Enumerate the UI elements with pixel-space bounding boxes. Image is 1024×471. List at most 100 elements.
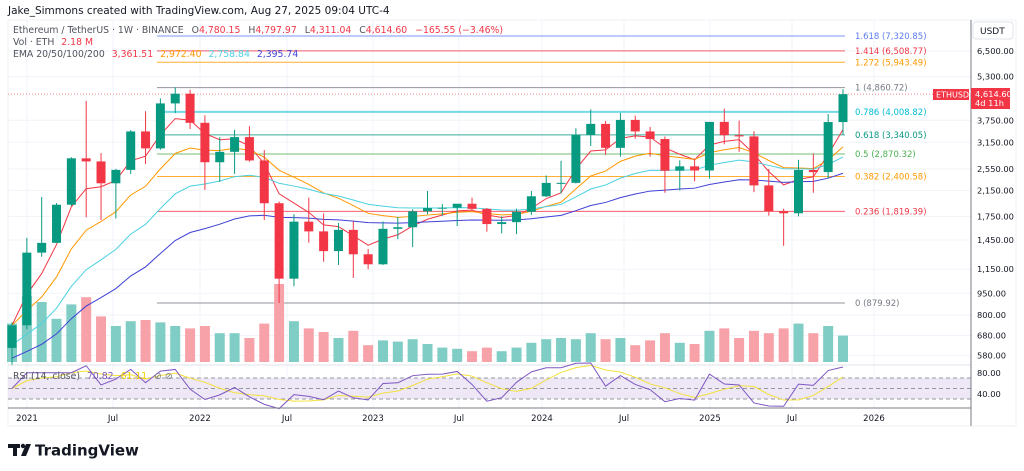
candle-body: [22, 252, 32, 326]
ema200-value: 2,395.74: [257, 49, 298, 60]
candle: [586, 109, 596, 146]
candle-body: [37, 242, 47, 253]
fib-level-label: 1.414 (6,508.77): [855, 47, 927, 57]
candle-body: [675, 166, 685, 171]
candle-body: [601, 123, 611, 148]
volume-bar: [645, 340, 656, 362]
volume-bar: [110, 326, 121, 362]
candle-body: [467, 203, 477, 209]
candle: [244, 126, 254, 162]
candle: [541, 175, 551, 198]
time-tick-label: Jul: [453, 414, 464, 424]
rsi-pane[interactable]: [8, 362, 971, 410]
candle: [22, 237, 32, 330]
volume-bar: [748, 330, 759, 362]
candle-body: [333, 229, 343, 252]
candle: [37, 197, 47, 257]
candle: [704, 121, 714, 179]
volume-bar: [422, 344, 433, 362]
candle-body: [200, 122, 210, 163]
time-tick-label: Jul: [281, 414, 292, 424]
volume-bar: [659, 333, 670, 362]
time-tick-label: 2026: [863, 414, 885, 424]
price-tick-label: 3,150.00: [977, 137, 1014, 147]
candle-body: [185, 93, 195, 123]
candle: [52, 203, 62, 243]
volume-bar: [570, 339, 581, 362]
volume-bar: [140, 320, 151, 362]
candle-body: [749, 136, 759, 186]
time-tick-label: 2023: [362, 414, 384, 424]
rsi-tick-label: 40.00: [977, 389, 1001, 399]
candle-body: [304, 221, 314, 232]
rsi-value: 70.82: [87, 371, 114, 382]
volume-bar: [259, 323, 270, 362]
candle: [274, 201, 284, 303]
fib-retracement[interactable]: 1.618 (7,320.85) 1.414 (6,508.77)1.272 (5…: [8, 32, 971, 309]
time-tick-label: 2021: [16, 414, 38, 424]
candle: [7, 322, 17, 366]
candle-body: [808, 169, 818, 173]
candle-body: [259, 160, 269, 204]
time-tick-label: Jul: [107, 414, 118, 424]
candle: [615, 112, 625, 157]
rsi-line: [11, 362, 844, 410]
candle: [155, 98, 165, 150]
fib-level-label: 0.618 (3,340.05): [855, 131, 927, 141]
price-tick-label: 2,550.00: [977, 164, 1014, 174]
volume-bar: [36, 302, 47, 362]
bar-countdown: 4d 11h: [975, 98, 1004, 108]
low-value: 4,311.04: [310, 25, 351, 36]
volume-bar: [125, 321, 136, 362]
ema50-line: [11, 146, 844, 326]
volume-bar: [808, 333, 819, 362]
currency-button[interactable]: [972, 21, 1014, 40]
candle: [660, 136, 670, 193]
rsi-label: RSI (14, close): [13, 371, 80, 382]
price-tick-label: 800.00: [977, 310, 1006, 320]
candle: [348, 221, 358, 278]
fib-level-label: 0.236 (1,819.39): [855, 207, 927, 217]
ema50-value: 2,972.40: [160, 49, 201, 60]
time-axis[interactable]: 2021 Jul 2022 Jul 2023 Jul 2024 Jul 2025 Jul 2026: [16, 414, 885, 424]
candle: [437, 203, 447, 216]
fib-level-label: 0.786 (4,008.82): [855, 108, 927, 118]
ema200-line: [11, 172, 844, 359]
svg-text:RSI (14, close) 70.82: RSI (14, close) 70.82 61.11 ⊘ ⊘: [13, 371, 173, 382]
time-tick-label: 2024: [531, 414, 553, 424]
candle-body: [660, 139, 670, 171]
candle: [556, 160, 566, 194]
price-axis[interactable]: 6,500.00 5,300.00 3,750.00 3,150.00 2,550.00…: [977, 46, 1014, 399]
candle: [452, 203, 462, 227]
price-tag: [971, 88, 1010, 109]
price-tick-label: 5,300.00: [977, 72, 1014, 82]
candle-body: [779, 211, 789, 214]
candle: [512, 208, 522, 235]
candle-body: [170, 93, 180, 104]
price-tick-label: 2,150.00: [977, 185, 1014, 195]
candle-body: [363, 254, 373, 265]
volume-bar: [437, 347, 448, 362]
candle: [423, 190, 432, 215]
volume-bar: [333, 338, 344, 362]
rsi-band: [8, 378, 971, 399]
hidden-value-icon: ⊘ ⊘: [154, 371, 173, 382]
candle-series: [7, 87, 848, 366]
time-tick-label: Jul: [618, 414, 629, 424]
rsi-ma-line: [11, 364, 844, 402]
candle: [215, 137, 225, 182]
volume-bar: [96, 316, 107, 362]
tradingview-logo[interactable]: TradingView: [8, 442, 139, 460]
fib-level-label: 1.272 (5,943.49): [855, 58, 927, 68]
candle-body: [452, 203, 462, 208]
candle: [779, 208, 789, 246]
candle-body: [615, 119, 625, 148]
svg-text:Ethereum / TetherUS · 1W · BIN: Ethereum / TetherUS · 1W · BINANCE O4,78…: [13, 25, 503, 36]
candle: [764, 168, 774, 216]
candle: [200, 115, 210, 190]
ema100-value: 2,758.84: [208, 49, 249, 60]
candle: [808, 153, 818, 193]
volume-bar: [600, 339, 611, 362]
candle: [467, 197, 477, 211]
